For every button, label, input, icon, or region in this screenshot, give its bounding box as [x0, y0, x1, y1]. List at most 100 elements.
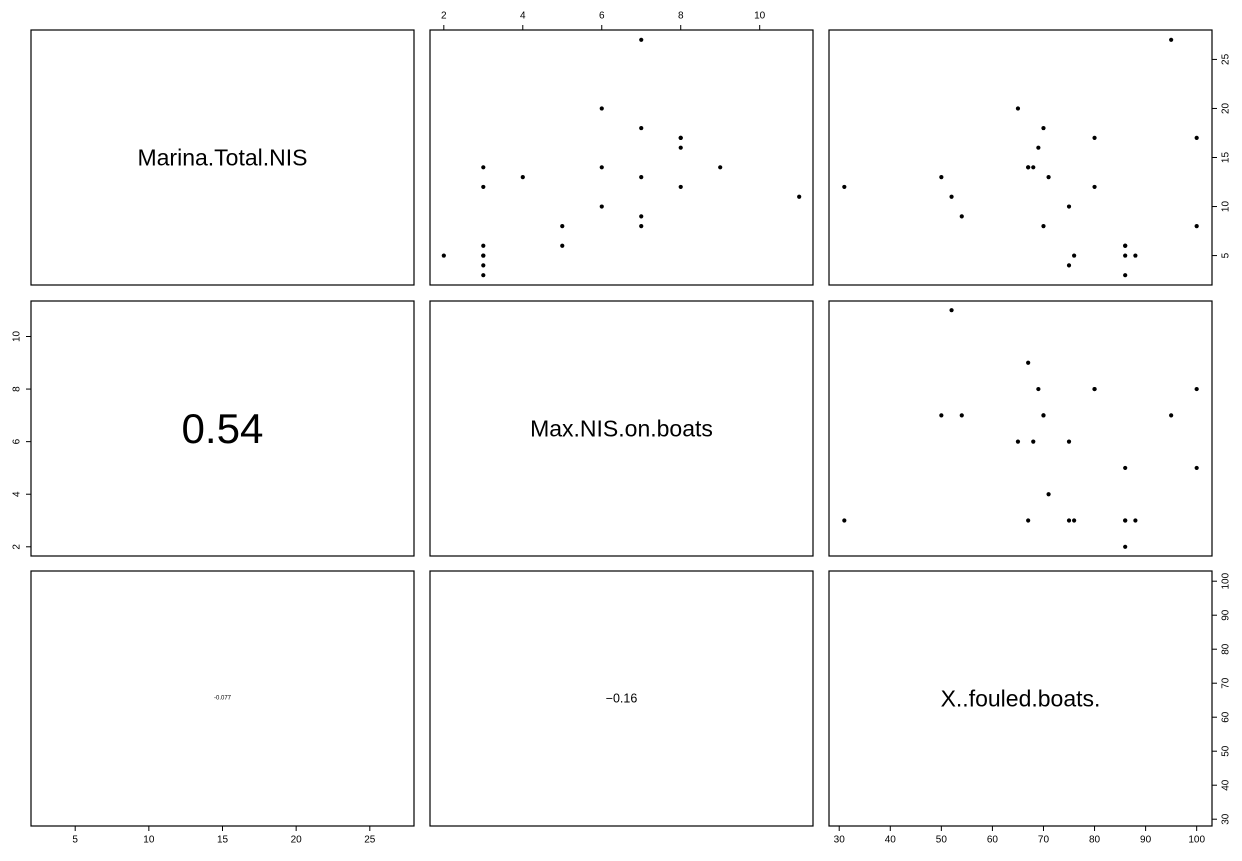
correlation-label: −0.16	[606, 692, 638, 706]
scatter-point-r0-c1	[639, 224, 644, 229]
tick-label: 2	[441, 11, 447, 22]
scatter-point-r0-c1	[718, 165, 723, 170]
tick-label: 25	[364, 835, 376, 846]
scatter-point-r0-c2	[842, 184, 847, 190]
tick-label: 6	[12, 438, 23, 444]
scatter-point-r0-c1	[599, 204, 604, 209]
scatter-point-r0-c1	[481, 243, 486, 248]
scatter-point-r0-c2	[1026, 165, 1031, 170]
tick-label: 10	[12, 330, 23, 342]
panel-frame-r1-c1	[429, 300, 814, 557]
scatter-point-r1-c2	[1194, 386, 1199, 392]
scatter-point-r0-c2	[1092, 184, 1097, 190]
scatter-point-r0-c2	[1169, 37, 1174, 42]
scatter-point-r1-c2	[939, 413, 944, 418]
tick-label: 8	[12, 386, 23, 392]
scatter-point-r0-c1	[560, 224, 565, 229]
scatter-point-r1-c2	[1066, 518, 1072, 523]
scatter-point-r0-c1	[797, 194, 802, 199]
scatter-point-r0-c1	[481, 253, 486, 258]
scatter-point-r1-c2	[1133, 518, 1138, 523]
tick-label: 70	[1038, 835, 1050, 846]
scatter-point-r1-c2	[1026, 518, 1031, 523]
tick-label: 10	[1221, 201, 1232, 213]
tick-label: 100	[1188, 835, 1205, 846]
scatter-point-r1-c2	[1046, 492, 1051, 497]
scatter-point-r0-c2	[1031, 165, 1036, 170]
scatter-point-r0-c2	[949, 194, 954, 199]
tick-label: 40	[885, 835, 897, 846]
scatter-point-r1-c2	[1123, 465, 1128, 471]
scatter-point-r1-c2	[1031, 439, 1036, 444]
tick-label: 20	[1221, 102, 1232, 114]
tick-label: 15	[1221, 152, 1232, 164]
tick-label: 2	[12, 544, 23, 550]
scatter-point-r0-c2	[1123, 273, 1128, 278]
scatter-point-r1-c2	[959, 413, 964, 418]
scatter-point-r0-c2	[1194, 135, 1199, 140]
scatter-point-r0-c1	[481, 165, 486, 170]
scatter-point-r0-c1	[520, 175, 525, 180]
tick-label: 15	[217, 835, 229, 846]
scatter-point-r0-c1	[639, 214, 644, 219]
scatter-point-r1-c2	[1123, 544, 1128, 549]
scatter-point-r0-c2	[1123, 253, 1128, 258]
tick-label: 40	[1221, 779, 1232, 791]
tick-label: 25	[1221, 53, 1232, 65]
scatter-point-r0-c1	[678, 184, 683, 190]
tick-label: 90	[1221, 609, 1232, 621]
scatter-point-r0-c2	[959, 214, 964, 219]
tick-label: 6	[599, 11, 605, 22]
tick-label: 5	[1221, 252, 1232, 258]
scatter-point-r0-c1	[481, 273, 486, 278]
correlation-label: 0.54	[182, 405, 264, 452]
tick-label: 60	[1221, 711, 1232, 723]
scatter-point-r0-c2	[1066, 263, 1072, 268]
scatter-point-r1-c2	[1066, 439, 1072, 444]
tick-label: 8	[678, 11, 684, 22]
scatter-point-r0-c1	[441, 253, 446, 258]
scatter-point-r0-c1	[639, 37, 644, 42]
tick-label: 20	[291, 835, 303, 846]
scatter-point-r0-c2	[1041, 125, 1046, 131]
variable-label: X..fouled.boats.	[941, 686, 1101, 712]
scatter-point-r0-c1	[560, 243, 565, 248]
scatter-point-r0-c2	[1015, 106, 1021, 111]
tick-label: 10	[143, 835, 155, 846]
scatter-point-r1-c2	[949, 308, 954, 313]
panel-frame-r1-c2	[828, 300, 1213, 557]
scatter-point-r0-c2	[1041, 224, 1046, 229]
variable-label: Max.NIS.on.boats	[530, 416, 713, 442]
scatter-point-r0-c2	[1046, 175, 1051, 180]
tick-label: 80	[1089, 835, 1101, 846]
panel-frame-r0-c0	[30, 29, 415, 286]
scatter-point-r1-c2	[1194, 465, 1199, 471]
scatter-point-r1-c2	[1169, 413, 1174, 418]
scatter-point-r0-c2	[1123, 243, 1128, 248]
variable-label: Marina.Total.NIS	[137, 145, 307, 171]
scatter-point-r1-c2	[1036, 386, 1041, 392]
scatter-point-r1-c2	[1026, 360, 1031, 365]
correlation-label: -0.077	[214, 696, 232, 702]
panel-frame-r2-c1	[429, 570, 814, 827]
scatter-point-r1-c2	[1015, 439, 1021, 444]
scatter-point-r0-c1	[481, 263, 486, 268]
panel-frame-r0-c2	[828, 29, 1213, 286]
tick-label: 90	[1140, 835, 1152, 846]
scatter-point-r0-c1	[678, 145, 683, 150]
scatter-point-r1-c2	[1092, 386, 1097, 392]
tick-label: 4	[12, 491, 23, 497]
tick-label: 60	[987, 835, 999, 846]
tick-label: 100	[1221, 572, 1232, 589]
scatter-point-r0-c1	[639, 175, 644, 180]
scatter-point-r0-c1	[599, 165, 604, 170]
scatter-point-r0-c2	[1066, 204, 1072, 209]
tick-label: 70	[1221, 677, 1232, 689]
scatter-point-r1-c2	[842, 518, 847, 523]
scatter-point-r0-c2	[1194, 224, 1199, 229]
tick-label: 50	[936, 835, 948, 846]
scatter-point-r0-c2	[1036, 145, 1041, 150]
tick-label: 30	[834, 835, 846, 846]
scatter-point-r0-c1	[481, 184, 486, 190]
